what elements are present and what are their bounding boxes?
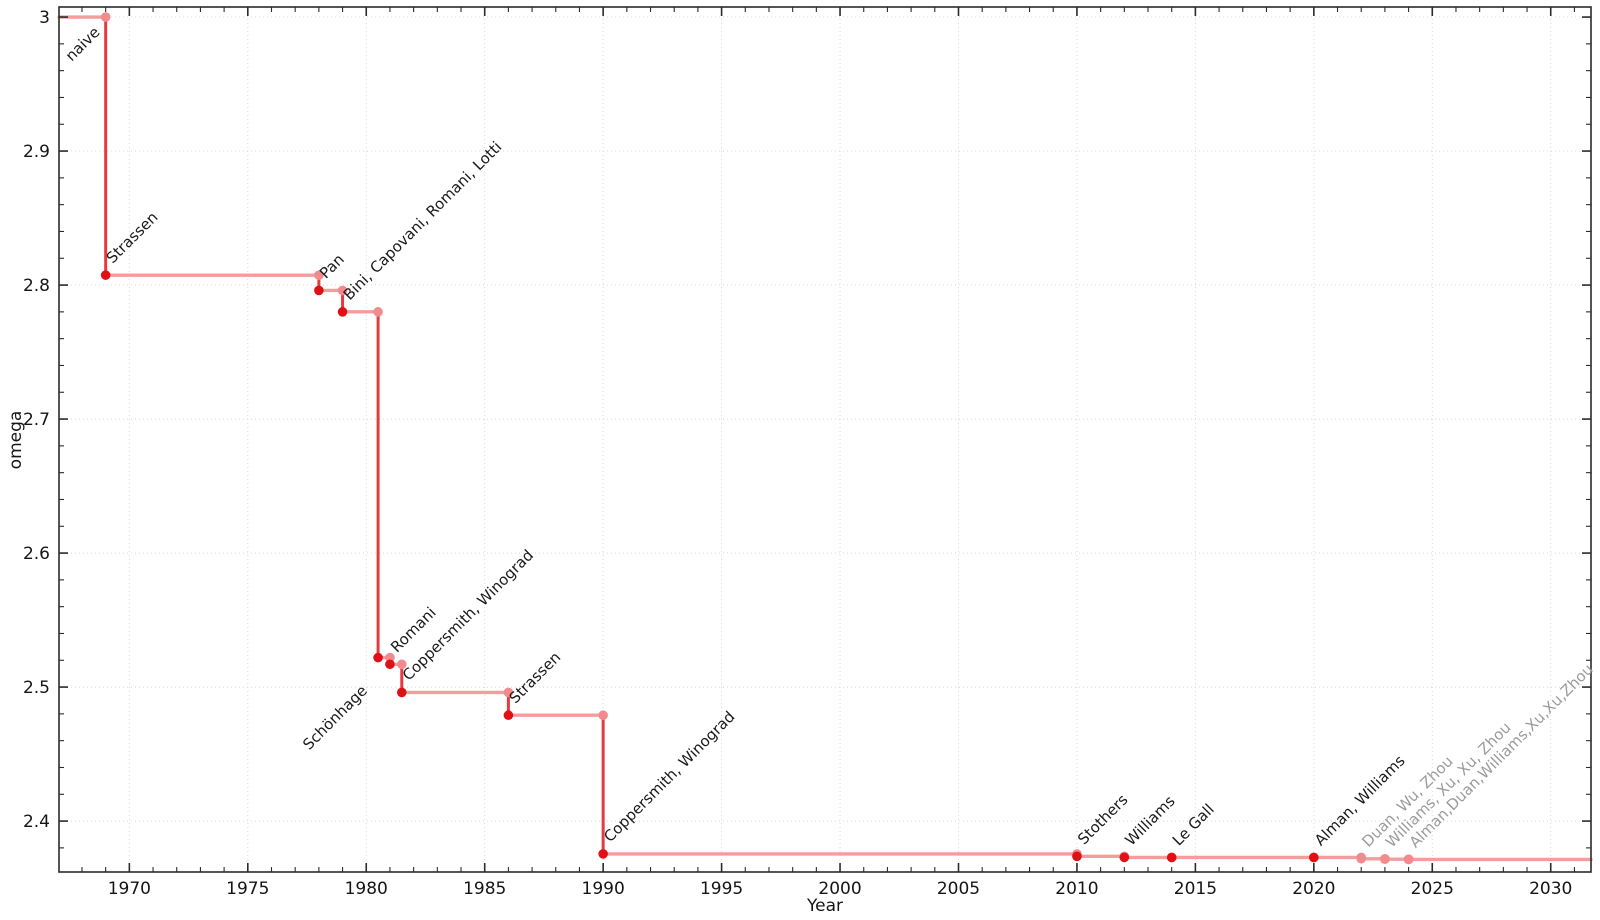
- gridlines: [59, 7, 1591, 872]
- corner-dot: [385, 652, 395, 663]
- data-point-dot: [396, 687, 407, 698]
- data-point-label: Strassen: [103, 208, 162, 267]
- y-tick-label: 2.9: [23, 142, 50, 162]
- data-point-dot: [1309, 852, 1319, 863]
- x-tick-label: 1995: [700, 879, 743, 899]
- step-line-vertical: [104, 15, 1411, 861]
- data-point-dot: [598, 849, 608, 859]
- data-point-label: Strassen: [505, 648, 564, 707]
- data-point-dot: [503, 710, 514, 721]
- x-tick-label: 1975: [226, 879, 269, 899]
- x-axis-title: Year: [807, 896, 843, 916]
- data-point-dot: [1403, 854, 1414, 865]
- corner-dot: [598, 710, 608, 721]
- x-tick-label: 2030: [1529, 879, 1572, 899]
- data-point-dot: [1356, 853, 1367, 864]
- data-point-dot: [1119, 852, 1130, 863]
- corner-dot: [503, 687, 514, 698]
- data-points: [100, 12, 1414, 865]
- corner-dots: [314, 270, 1414, 864]
- x-tick-label: 2015: [1174, 879, 1217, 899]
- data-point-label: Coppersmith, Winograd: [600, 708, 738, 846]
- x-tick-label: 1985: [463, 879, 506, 899]
- data-point-label: Williams, Xu, Xu, Zhou: [1382, 718, 1515, 851]
- data-point-dot: [1166, 852, 1177, 863]
- x-tick-label: 2000: [818, 879, 861, 899]
- x-tick-label: 2010: [1055, 879, 1098, 899]
- data-point-label: Le Gall: [1169, 800, 1218, 849]
- corner-dot: [314, 270, 324, 280]
- x-tick-label: 1990: [582, 879, 625, 899]
- y-axis-title: omega: [6, 410, 26, 470]
- y-tick-label: 2.5: [23, 678, 50, 698]
- x-tick-label: 1980: [345, 879, 388, 899]
- data-point-label: Schönhage: [299, 682, 371, 754]
- corner-dot: [396, 659, 407, 670]
- data-point-label: naive: [62, 23, 104, 65]
- x-tick-label: 1970: [108, 879, 151, 899]
- x-tick-label: 2025: [1411, 879, 1454, 899]
- corner-dot: [337, 285, 348, 296]
- y-tick-label: 2.8: [23, 276, 50, 296]
- plot-border: [58, 6, 1592, 873]
- data-point-label: Bini, Capovani, Romani, Lotti: [340, 138, 506, 304]
- y-tick-label: 2.4: [23, 812, 50, 832]
- data-point-label: Williams: [1121, 792, 1178, 849]
- x-tick-label: 2005: [937, 879, 980, 899]
- data-point-dot: [1072, 851, 1082, 862]
- data-point-dot: [314, 285, 324, 296]
- data-point-dot: [385, 659, 395, 670]
- data-point-dot: [100, 12, 111, 22]
- x-tick-label: 2020: [1292, 879, 1335, 899]
- step-line-horizontal: [57, 15, 1593, 862]
- data-point-label: Stothers: [1074, 791, 1132, 849]
- data-point-dot: [100, 270, 111, 280]
- y-tick-label: 2.7: [23, 410, 50, 430]
- data-point-dot: [1380, 854, 1390, 864]
- x-tick-labels: 1970 1975 1980 1985 1990 1995 2000 2005 2010 2015…: [108, 879, 1573, 899]
- y-tick-label: 3: [39, 8, 50, 28]
- data-point-label: Alman,Duan,Williams,Xu,Xu,Zhou: [1406, 660, 1597, 851]
- data-point-dot: [337, 307, 348, 317]
- y-tick-label: 2.6: [23, 544, 50, 564]
- data-point-dot: [373, 652, 383, 663]
- ticks: [59, 7, 1591, 872]
- corner-dot: [373, 307, 383, 317]
- y-tick-labels: 3 2.9 2.8 2.7 2.6 2.5 2.4: [23, 8, 50, 832]
